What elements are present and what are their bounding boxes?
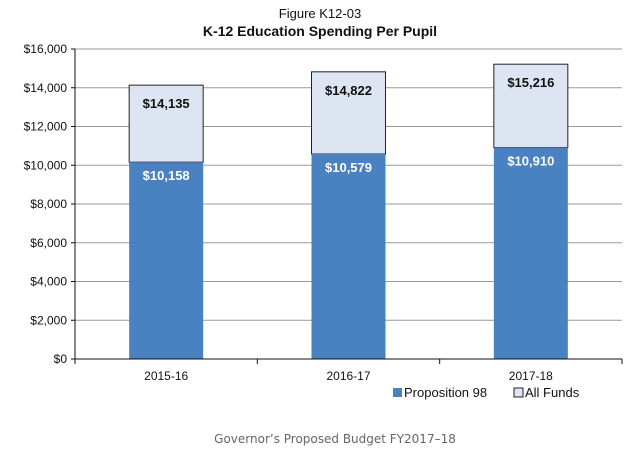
legend-label-all-funds: All Funds <box>525 385 580 400</box>
chart-title: K-12 Education Spending Per Pupil <box>203 23 437 39</box>
y-tick-label: $8,000 <box>30 197 67 211</box>
legend-swatch-all-funds <box>513 387 524 398</box>
bar-proposition-98 <box>311 154 386 359</box>
legend-swatch-proposition-98 <box>393 388 402 397</box>
x-tick-label: 2016-17 <box>326 369 370 383</box>
bar-proposition-98 <box>129 162 204 359</box>
data-label-all-funds: $14,135 <box>143 96 190 111</box>
footer-text: Governor’s Proposed Budget FY2017–18 <box>214 432 456 446</box>
bar-all-funds <box>128 84 204 163</box>
y-tick-label: $2,000 <box>30 313 67 327</box>
bar-proposition-98 <box>493 147 568 359</box>
y-tick-label: $4,000 <box>30 275 67 289</box>
data-label-all-funds: $15,216 <box>507 75 554 90</box>
bar-all-funds <box>311 71 386 155</box>
x-tick-label: 2015-16 <box>144 369 188 383</box>
y-tick-label: $10,000 <box>24 158 68 172</box>
y-tick-label: $6,000 <box>30 236 67 250</box>
bar-all-funds <box>493 63 569 149</box>
data-label-all-funds: $14,822 <box>325 83 372 98</box>
data-label-proposition-98: $10,158 <box>143 168 190 183</box>
legend: Proposition 98 All Funds <box>393 385 580 400</box>
legend-label-proposition-98: Proposition 98 <box>404 385 487 400</box>
y-tick-label: $16,000 <box>24 42 68 56</box>
data-label-proposition-98: $10,579 <box>325 160 372 175</box>
x-tick-label: 2017-18 <box>509 369 553 383</box>
y-tick-label: $14,000 <box>24 81 68 95</box>
data-label-proposition-98: $10,910 <box>507 154 554 169</box>
figure-label: Figure K12-03 <box>279 6 361 21</box>
y-tick-label: $12,000 <box>24 120 68 134</box>
y-tick-label: $0 <box>54 352 68 366</box>
